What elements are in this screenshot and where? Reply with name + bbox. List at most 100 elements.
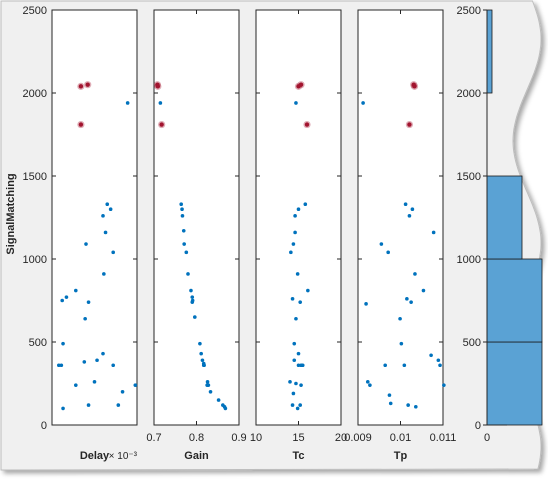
data-point	[86, 300, 91, 304]
axes-box	[51, 9, 138, 426]
data-point	[364, 302, 368, 306]
data-point	[180, 214, 185, 218]
panel-delay: 050010001500200025004.555.5Delay× 10⁻³	[23, 5, 138, 462]
data-point	[306, 288, 310, 293]
data-point	[120, 390, 125, 394]
data-point	[116, 403, 121, 407]
data-point	[82, 360, 87, 364]
data-point	[202, 363, 206, 368]
data-point	[413, 272, 417, 276]
data-point	[64, 295, 69, 299]
data-point	[410, 207, 415, 211]
data-point	[189, 288, 193, 293]
highlighted-point	[85, 82, 90, 87]
data-point	[442, 383, 446, 387]
data-point	[402, 363, 407, 368]
data-point	[436, 358, 441, 363]
data-point	[111, 250, 115, 255]
histogram-y-tick-label: 2000	[457, 88, 481, 100]
data-point	[111, 363, 115, 368]
data-point	[405, 297, 409, 301]
x-axis-label: Tc	[292, 450, 304, 462]
data-point	[296, 351, 301, 356]
data-point	[407, 214, 412, 218]
data-point	[295, 406, 300, 411]
data-point	[59, 363, 64, 368]
scatter-panels: 050010001500200025004.555.5Delay× 10⁻³0.…	[23, 5, 457, 462]
data-point	[223, 406, 228, 411]
data-point	[291, 391, 296, 396]
data-point	[294, 101, 298, 105]
data-point	[298, 300, 303, 304]
data-point	[290, 297, 295, 301]
data-point	[206, 383, 211, 387]
data-point	[387, 393, 392, 397]
data-point	[103, 230, 108, 235]
data-point	[125, 101, 130, 105]
data-point	[406, 403, 410, 407]
y-tick-label: 2500	[23, 5, 47, 17]
x-tick-label: 20	[335, 432, 347, 444]
x-tick-label: 0.9	[231, 432, 246, 444]
y-tick-label: 1500	[23, 171, 47, 183]
histogram-y-tick-label: 2500	[457, 5, 481, 17]
data-point	[86, 403, 91, 407]
panel-gain: 0.7 0.8 0.9 Gain	[146, 9, 247, 462]
histogram-panel: 0 500 1000 1500 2000 2500 0	[457, 5, 543, 444]
histogram-bar	[486, 9, 493, 94]
axes-box	[357, 9, 444, 426]
x-tick-label: 0.011	[430, 432, 457, 444]
highlighted-point	[155, 84, 161, 89]
data-point	[386, 250, 390, 255]
y-axis-label: SignalMatching	[5, 173, 17, 254]
highlighted-point	[78, 122, 84, 127]
axes-box	[255, 9, 342, 426]
data-point	[60, 298, 64, 303]
data-point	[431, 230, 436, 235]
highlighted-point	[304, 122, 310, 127]
data-point	[399, 341, 404, 346]
data-point	[296, 363, 301, 368]
data-point	[133, 383, 138, 387]
x-exponent-label: × 10⁻³	[109, 451, 138, 462]
data-point	[368, 383, 372, 387]
data-point	[179, 202, 183, 207]
data-point	[421, 288, 426, 293]
data-point	[216, 398, 221, 402]
histogram-bar	[486, 341, 543, 426]
data-point	[95, 358, 99, 363]
histogram-y-tick-label: 1500	[457, 171, 481, 183]
data-point	[193, 315, 197, 319]
data-point	[181, 228, 186, 233]
data-point	[296, 207, 301, 211]
data-point	[61, 406, 65, 411]
histogram-bar	[486, 258, 543, 343]
data-point	[105, 202, 110, 207]
x-tick-label: 0.8	[189, 432, 204, 444]
x-tick-label: 0.009	[344, 432, 372, 444]
data-point	[198, 341, 202, 346]
data-point	[361, 101, 365, 105]
x-axis-label: Tp	[394, 450, 408, 462]
data-point	[398, 316, 402, 321]
data-point	[208, 390, 213, 394]
y-tick-label: 0	[41, 420, 47, 432]
panel-tp: 0.009 0.01 0.011 Tp	[344, 9, 457, 462]
data-point	[438, 363, 442, 368]
highlighted-point	[298, 82, 304, 87]
data-point	[74, 383, 78, 387]
data-point	[180, 207, 184, 211]
data-point	[186, 272, 190, 276]
data-point	[293, 214, 297, 218]
histogram-y-tick-label: 500	[463, 337, 481, 349]
axes-box	[153, 9, 240, 426]
data-point	[365, 380, 370, 384]
data-point	[83, 316, 87, 321]
data-point	[182, 242, 186, 246]
data-point	[299, 363, 303, 368]
highlighted-point	[78, 84, 84, 89]
data-point	[403, 202, 408, 207]
panel-tc: 10 15 20 Tc	[250, 9, 347, 462]
data-point	[158, 101, 163, 105]
